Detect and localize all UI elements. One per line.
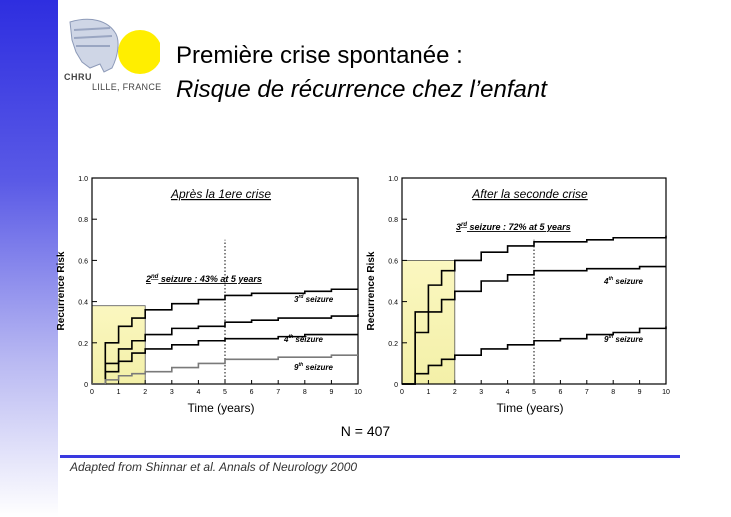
series-line [92, 288, 358, 385]
x-tick-label: 6 [558, 389, 562, 396]
series-label-num: 3 [294, 295, 299, 304]
chart-title: Après la 1ere crise [170, 187, 271, 201]
series-label: 9th seizure [294, 362, 334, 372]
series-label-rest: seizure [613, 335, 643, 344]
x-tick-label: 1 [117, 389, 121, 396]
series-label: 9th seizure [604, 334, 644, 344]
series-label: 3rd seizure [294, 294, 334, 304]
y-tick-label: 0 [84, 382, 88, 389]
series-label-rest: seizure [303, 363, 333, 372]
series-label: 4th seizure [603, 276, 644, 286]
y-tick-label: 0.8 [78, 217, 88, 224]
y-tick-label: 0.8 [388, 217, 398, 224]
y-tick-label: 1.0 [78, 176, 88, 183]
logo-sun-icon [118, 30, 162, 74]
y-axis-label: Recurrence Risk [56, 251, 67, 330]
x-tick-label: 10 [662, 389, 670, 396]
x-tick-label: 3 [479, 389, 483, 396]
series-label-rest: seizure [613, 277, 643, 286]
x-tick-label: 7 [276, 389, 280, 396]
chart-annotation-rest: seizure : 72% at 5 years [467, 222, 571, 232]
x-tick-label: 8 [303, 389, 307, 396]
chart-annotation-num: 3 [456, 222, 461, 232]
x-tick-label: 6 [250, 389, 254, 396]
sample-size-label: N = 407 [340, 423, 391, 439]
chart-annotation-sup: nd [151, 274, 159, 280]
y-tick-label: 0.4 [388, 300, 398, 307]
series-label-num: 4 [283, 335, 289, 344]
series-label-num: 9 [604, 335, 609, 344]
x-tick-label: 4 [506, 389, 510, 396]
chart-annotation-rest: seizure : 43% at 5 years [158, 274, 262, 284]
x-tick-label: 5 [223, 389, 227, 396]
series-line [402, 326, 667, 385]
x-tick-label: 7 [585, 389, 589, 396]
x-tick-label: 2 [143, 389, 147, 396]
series-label-sup: th [608, 276, 613, 282]
series-label-sup: th [608, 334, 613, 340]
chart-annotation-num: 2 [145, 274, 151, 284]
y-axis-label: Recurrence Risk [366, 251, 377, 330]
series-label-sup: rd [298, 294, 304, 300]
x-tick-label: 3 [170, 389, 174, 396]
left-accent-bar [0, 0, 58, 517]
series-line [92, 354, 358, 385]
chart-title: After la seconde crise [471, 187, 588, 201]
x-tick-label: 10 [354, 389, 362, 396]
x-tick-label: 1 [426, 389, 430, 396]
chart-annotation-sup: rd [461, 222, 467, 228]
y-tick-label: 0.4 [78, 300, 88, 307]
series-line [402, 235, 667, 385]
series-label-sup: th [298, 362, 303, 368]
logo-text-bottom: LILLE, FRANCE [92, 82, 162, 92]
x-tick-label: 2 [453, 389, 457, 396]
y-tick-label: 0.2 [78, 341, 88, 348]
hospital-logo [60, 12, 162, 90]
x-axis-label: Time (years) [188, 401, 255, 415]
series-label-num: 4 [603, 277, 609, 286]
x-axis-label: Time (years) [497, 401, 564, 415]
series-line [402, 265, 666, 385]
y-tick-label: 0.6 [388, 258, 398, 265]
y-tick-label: 1.0 [388, 176, 398, 183]
series-label-num: 9 [294, 363, 299, 372]
x-tick-label: 5 [532, 389, 536, 396]
footer-rule [60, 455, 680, 458]
series-label: 4th seizure [283, 334, 324, 344]
chart-annotation: 2nd seizure : 43% at 5 years [145, 274, 262, 284]
series-label-rest: seizure [293, 335, 323, 344]
series-line [92, 313, 359, 385]
y-tick-label: 0.6 [78, 258, 88, 265]
y-tick-label: 0.2 [388, 341, 398, 348]
y-tick-label: 0 [394, 382, 398, 389]
source-citation: Adapted from Shinnar et al. Annals of Ne… [70, 460, 358, 474]
x-tick-label: 8 [611, 389, 615, 396]
series-line [92, 333, 358, 385]
logo-text-top: CHRU [64, 72, 92, 82]
x-tick-label: 0 [400, 389, 404, 396]
series-label-rest: seizure [303, 295, 333, 304]
x-tick-label: 0 [90, 389, 94, 396]
x-tick-label: 9 [638, 389, 642, 396]
page-title: Première crise spontanée : [176, 42, 463, 69]
x-tick-label: 9 [329, 389, 333, 396]
chart-annotation: 3rd seizure : 72% at 5 years [456, 222, 571, 232]
page-subtitle: Risque de récurrence chez l’enfant [176, 76, 547, 103]
x-tick-label: 4 [196, 389, 200, 396]
